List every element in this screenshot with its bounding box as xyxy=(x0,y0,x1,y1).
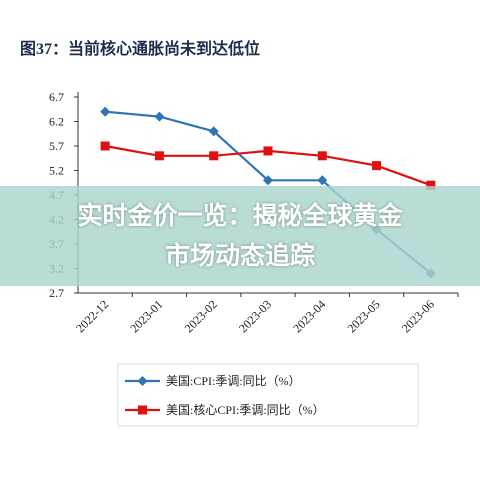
x-tick-label: 2023-06 xyxy=(399,297,437,335)
x-tick-label: 2023-04 xyxy=(290,297,328,335)
y-tick-label: 6.2 xyxy=(49,115,64,129)
banner: 实时金价一览：揭秘全球黄金 市场动态追踪 xyxy=(0,186,480,286)
banner-line: 实时金价一览：揭秘全球黄金 xyxy=(77,201,403,230)
point xyxy=(100,106,111,117)
point xyxy=(154,111,165,122)
legend-marker xyxy=(137,376,148,386)
point xyxy=(317,175,328,186)
y-tick-label: 2.7 xyxy=(49,286,64,300)
banner-line: 市场动态追踪 xyxy=(164,241,315,270)
point xyxy=(372,161,382,171)
point xyxy=(263,175,273,186)
point xyxy=(100,141,110,151)
x-tick-label: 2022-12 xyxy=(73,297,111,335)
x-tick-label: 2023-03 xyxy=(236,297,274,335)
y-tick-label: 5.7 xyxy=(49,139,64,153)
legend-box xyxy=(117,363,419,427)
point xyxy=(208,126,219,137)
point xyxy=(317,151,327,161)
x-tick-label: 2023-02 xyxy=(182,297,220,335)
x-tick-label: 2023-05 xyxy=(345,297,383,335)
legend-marker xyxy=(138,405,147,415)
point xyxy=(209,151,219,161)
y-tick-label: 5.2 xyxy=(49,164,64,178)
legend-label: 美国:核心CPI:季调:同比（%） xyxy=(166,403,325,417)
legend-label: 美国:CPI:季调:同比（%） xyxy=(166,374,301,388)
point xyxy=(426,180,436,190)
x-tick-label: 2023-01 xyxy=(127,297,165,335)
point xyxy=(263,146,273,156)
chart-title: 图37：当前核心通胀尚未到达低位 xyxy=(20,39,260,58)
point xyxy=(154,151,164,161)
y-tick-label: 6.7 xyxy=(49,90,64,104)
